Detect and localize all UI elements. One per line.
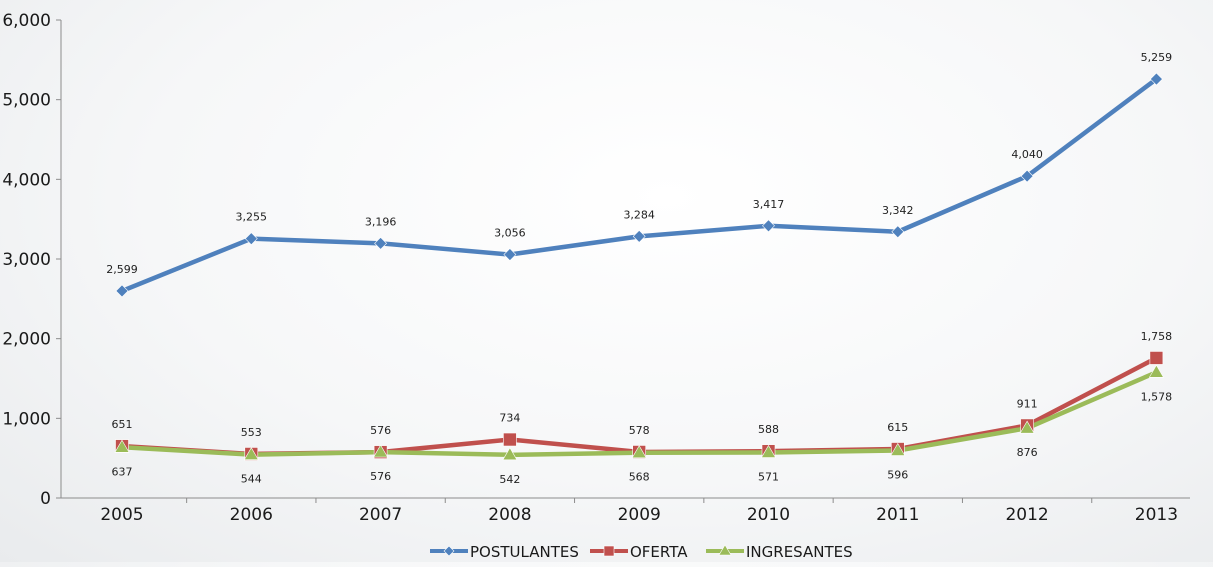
data-point-postulantes <box>762 219 775 233</box>
data-point-ingresantes <box>243 447 259 460</box>
y-tick-label: 4,000 <box>2 170 51 190</box>
y-tick-label: 6,000 <box>2 11 51 31</box>
data-point-postulantes <box>1020 169 1034 183</box>
y-tick-label: 5,000 <box>2 91 51 111</box>
data-label-ingresantes: 637 <box>112 465 133 478</box>
data-label-oferta: 911 <box>1017 397 1038 410</box>
x-tick-label: 2005 <box>100 505 143 525</box>
legend-label-ingresantes: INGRESANTES <box>746 543 853 561</box>
data-point-ingresantes <box>1019 420 1035 434</box>
data-label-oferta: 651 <box>112 418 133 431</box>
series-line-oferta <box>119 355 1159 457</box>
x-tick-label: 2007 <box>359 505 402 525</box>
data-label-postulantes: 3,284 <box>623 208 655 221</box>
data-point-postulantes <box>244 232 258 246</box>
x-tick-label: 2011 <box>876 505 919 525</box>
data-point-postulantes <box>374 236 388 250</box>
data-label-postulantes: 3,056 <box>494 227 526 240</box>
data-point-postulantes <box>115 284 129 298</box>
data-label-postulantes: 5,259 <box>1141 51 1173 64</box>
y-tick-label: 2,000 <box>2 330 51 350</box>
data-point-ingresantes <box>114 439 130 453</box>
data-label-postulantes: 4,040 <box>1011 148 1043 161</box>
data-point-ingresantes <box>1148 364 1164 378</box>
data-labels: 2,599 3,255 3,196 3,056 3,284 3,417 3,342 4,040… <box>106 51 1172 486</box>
legend-marker-postulantes <box>443 545 455 557</box>
data-label-oferta: 1,758 <box>1141 330 1173 343</box>
y-tick-label: 1,000 <box>2 409 51 429</box>
data-point-postulantes <box>1149 72 1163 86</box>
data-point-postulantes <box>503 248 517 261</box>
data-point-oferta <box>503 432 517 447</box>
data-point-ingresantes <box>373 444 389 458</box>
data-point-postulantes <box>891 225 905 239</box>
y-tick-label: 3,000 <box>2 250 51 270</box>
legend-label-oferta: OFERTA <box>630 543 688 561</box>
data-label-postulantes: 3,417 <box>753 198 785 211</box>
data-label-ingresantes: 568 <box>629 471 650 484</box>
data-label-oferta: 588 <box>758 423 779 436</box>
legend-marker-ingresantes <box>718 544 732 556</box>
data-point-postulantes <box>632 229 646 243</box>
data-point-ingresantes <box>760 444 777 458</box>
x-tick-label: 2009 <box>618 505 661 525</box>
x-tick-label: 2006 <box>230 505 273 525</box>
data-point-ingresantes <box>890 442 906 456</box>
data-point-oferta <box>1149 351 1164 365</box>
data-label-ingresantes: 571 <box>758 471 779 484</box>
legend-label-postulantes: POSTULANTES <box>470 543 579 561</box>
data-label-postulantes: 3,342 <box>882 204 914 217</box>
data-label-oferta: 553 <box>241 426 262 439</box>
data-label-oferta: 576 <box>370 424 391 437</box>
data-label-ingresantes: 544 <box>241 473 262 486</box>
series-line-postulantes <box>119 76 1159 294</box>
legend-marker-oferta <box>603 545 615 557</box>
axes: 0 1,000 2,000 3,000 4,000 5,000 6,000 2005 2006 2… <box>2 11 1190 525</box>
data-label-oferta: 734 <box>499 412 520 425</box>
data-label-oferta: 578 <box>629 424 650 437</box>
y-tick-label: 0 <box>40 489 51 509</box>
series-markers <box>114 72 1164 461</box>
series-line-ingresantes <box>119 370 1159 458</box>
data-point-ingresantes <box>502 447 518 461</box>
x-tick-label: 2008 <box>488 505 531 525</box>
series-lines <box>119 76 1159 458</box>
data-point-ingresantes <box>631 445 647 459</box>
data-label-ingresantes: 542 <box>499 473 520 486</box>
x-tick-label: 2012 <box>1005 505 1048 525</box>
data-label-oferta: 615 <box>887 421 908 434</box>
x-tick-label: 2010 <box>747 505 790 525</box>
data-label-ingresantes: 1,578 <box>1141 390 1173 403</box>
data-label-postulantes: 3,255 <box>236 211 268 224</box>
data-label-ingresantes: 596 <box>887 469 908 482</box>
legend: POSTULANTES OFERTA INGRESANTES <box>430 543 853 561</box>
data-label-postulantes: 3,196 <box>365 215 397 228</box>
x-tick-label: 2013 <box>1135 505 1178 525</box>
data-label-ingresantes: 576 <box>370 470 391 483</box>
data-label-postulantes: 2,599 <box>106 263 138 276</box>
data-label-ingresantes: 876 <box>1017 446 1038 459</box>
